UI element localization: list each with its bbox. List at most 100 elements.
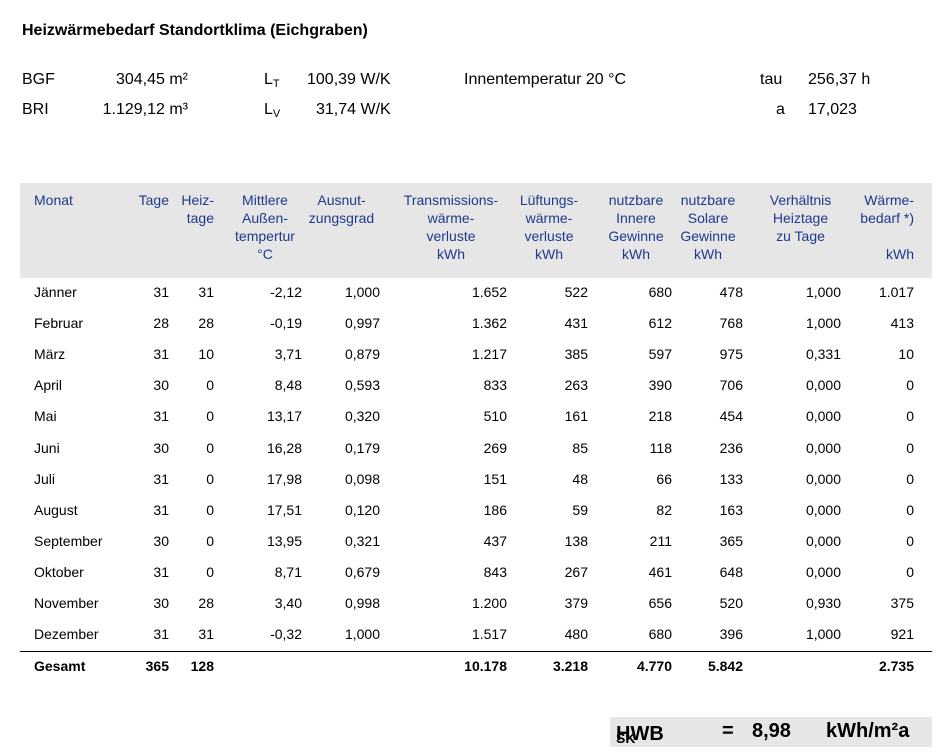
cell-solare-gewinne: 236 [719, 439, 743, 456]
cell-monat: März [34, 346, 66, 363]
cell-ausnutzungsgrad: 1,000 [344, 626, 380, 643]
cell-innere-gewinne: 218 [648, 408, 672, 425]
cell-transmission: 833 [483, 377, 507, 394]
tau-value: 256,37 h [808, 71, 871, 88]
cell-monat: September [34, 532, 103, 549]
cell-tage: 31 [153, 626, 169, 643]
bri-label: BRI [22, 101, 49, 118]
cell-monat: Dezember [34, 626, 99, 643]
cell-waermebedarf: 375 [890, 595, 914, 611]
cell-heiztage: 0 [206, 408, 214, 425]
hwb-unit: kWh/m²a [826, 720, 910, 742]
cell-aussentemp: 13,95 [266, 532, 302, 549]
cell-lueftung: 48 [572, 470, 588, 487]
cell-ausnutzungsgrad: 0,879 [344, 346, 380, 363]
cell-monat: Jänner [34, 284, 77, 300]
cell-lueftung: 85 [572, 439, 588, 456]
total-innere-gewinne: 4.770 [636, 658, 672, 674]
cell-tage: 31 [153, 563, 169, 580]
header-solare-gewinne: nutzbare Solare Gewinne kWh [680, 192, 736, 262]
cell-verhaeltnis: 0,331 [805, 346, 841, 363]
cell-aussentemp: -0,32 [270, 626, 302, 643]
cell-monat: Februar [34, 315, 84, 332]
total-monat: Gesamt [34, 658, 86, 674]
cell-monat: Mai [34, 408, 57, 425]
cell-monat: Juni [34, 439, 60, 456]
total-tage: 365 [145, 658, 169, 674]
cell-lueftung: 522 [564, 284, 588, 300]
a-label: a [776, 101, 785, 118]
cell-waermebedarf: 0 [906, 470, 914, 487]
hwb-result-box: HWB SK = 8,98 kWh/m²a [610, 717, 932, 747]
cell-transmission: 186 [483, 501, 507, 518]
cell-heiztage: 0 [206, 532, 214, 549]
cell-waermebedarf: 0 [906, 439, 914, 456]
cell-verhaeltnis: 0,000 [805, 439, 841, 456]
cell-aussentemp: 13,17 [266, 408, 302, 425]
cell-ausnutzungsgrad: 0,998 [344, 595, 380, 611]
cell-verhaeltnis: 0,000 [805, 532, 841, 549]
cell-monat: Juli [34, 470, 56, 487]
total-rule [20, 651, 932, 652]
cell-heiztage: 0 [206, 439, 214, 456]
cell-tage: 31 [153, 501, 169, 518]
cell-transmission: 1.200 [471, 595, 507, 611]
page-title: Heizwärmebedarf Standortklima (Eichgrabe… [22, 22, 368, 39]
cell-waermebedarf: 921 [890, 626, 914, 643]
cell-ausnutzungsgrad: 1,000 [344, 284, 380, 300]
bri-value: 1.129,12 m³ [102, 101, 188, 118]
cell-monat: April [34, 377, 63, 394]
cell-heiztage: 0 [206, 470, 214, 487]
cell-aussentemp: -0,19 [270, 315, 302, 332]
cell-monat: August [34, 501, 78, 518]
cell-verhaeltnis: 0,000 [805, 377, 841, 394]
cell-waermebedarf: 413 [890, 315, 914, 332]
cell-lueftung: 263 [564, 377, 588, 394]
hwb-equals: = [722, 720, 734, 742]
cell-aussentemp: 8,48 [274, 377, 302, 394]
cell-solare-gewinne: 975 [719, 346, 743, 363]
header-transmission: Transmissions- wärme- verluste kWh [403, 192, 499, 262]
cell-waermebedarf: 0 [906, 501, 914, 518]
cell-heiztage: 10 [198, 346, 214, 363]
cell-tage: 31 [153, 408, 169, 425]
cell-solare-gewinne: 648 [719, 563, 743, 580]
cell-lueftung: 379 [564, 595, 588, 611]
header-verhaeltnis: Verhältnis Heiztage zu Tage [769, 192, 832, 244]
cell-transmission: 510 [483, 408, 507, 425]
cell-heiztage: 0 [206, 563, 214, 580]
cell-verhaeltnis: 1,000 [805, 315, 841, 332]
cell-innere-gewinne: 66 [656, 470, 672, 487]
total-transmission: 10.178 [464, 658, 507, 674]
cell-solare-gewinne: 478 [719, 284, 743, 300]
cell-lueftung: 431 [564, 315, 588, 332]
lt-value: 100,39 W/K [307, 71, 391, 88]
cell-innere-gewinne: 461 [648, 563, 672, 580]
cell-lueftung: 138 [564, 532, 588, 549]
cell-verhaeltnis: 0,000 [805, 501, 841, 518]
cell-solare-gewinne: 133 [719, 470, 743, 487]
innentemperatur: Innentemperatur 20 °C [464, 71, 627, 88]
cell-ausnutzungsgrad: 0,997 [344, 315, 380, 332]
cell-tage: 30 [153, 595, 169, 611]
cell-verhaeltnis: 0,930 [805, 595, 841, 611]
cell-lueftung: 161 [564, 408, 588, 425]
hwb-label: HWB SK [616, 723, 664, 746]
cell-innere-gewinne: 656 [648, 595, 672, 611]
cell-transmission: 1.517 [471, 626, 507, 643]
a-value: 17,023 [808, 101, 857, 118]
cell-innere-gewinne: 390 [648, 377, 672, 394]
cell-lueftung: 480 [564, 626, 588, 643]
cell-ausnutzungsgrad: 0,179 [344, 439, 380, 456]
cell-heiztage: 28 [198, 595, 214, 611]
cell-innere-gewinne: 680 [648, 284, 672, 300]
cell-tage: 30 [153, 377, 169, 394]
header-innere-gewinne: nutzbare Innere Gewinne kWh [608, 192, 664, 262]
cell-solare-gewinne: 520 [719, 595, 743, 611]
cell-aussentemp: 16,28 [266, 439, 302, 456]
cell-aussentemp: 17,51 [266, 501, 302, 518]
cell-aussentemp: 17,98 [266, 470, 302, 487]
lv-label: LV [264, 101, 281, 120]
cell-transmission: 269 [483, 439, 507, 456]
cell-waermebedarf: 0 [906, 532, 914, 549]
